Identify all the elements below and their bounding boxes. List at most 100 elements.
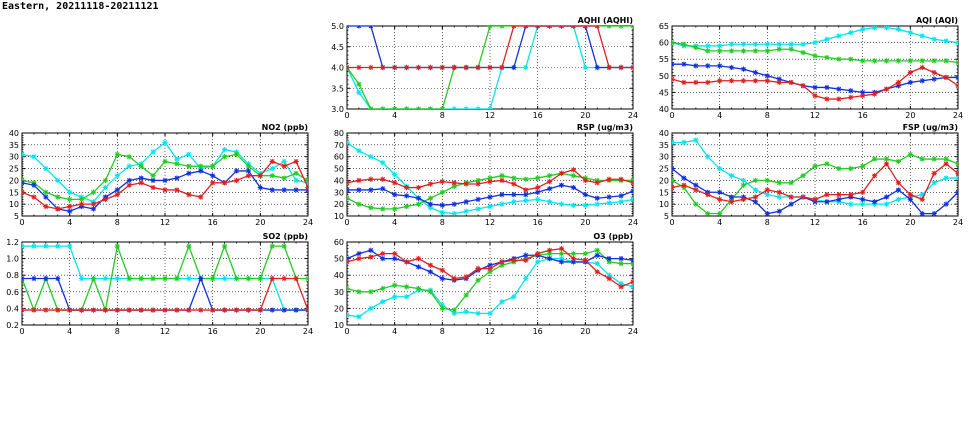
y-tick-label: 65 [659,22,669,31]
data-point [752,41,759,47]
data-point [764,73,770,79]
data-point [955,74,958,81]
data-point [800,173,806,179]
data-point [630,257,633,263]
data-point [895,79,902,86]
series-green [672,40,958,66]
data-point [293,177,299,184]
y-tick-label: 25 [659,165,669,174]
data-point [535,189,541,195]
data-point [752,177,759,184]
x-tick-label: 12 [485,327,495,336]
data-point [499,299,505,305]
data-point [78,275,85,282]
data-point [618,256,624,262]
data-point [582,202,588,208]
data-point [186,307,192,313]
data-point [427,64,434,71]
data-point [221,243,228,249]
data-point [907,192,913,198]
data-point [114,192,120,198]
x-tick-label: 12 [160,218,170,227]
data-point [907,151,913,157]
x-tick-label: 8 [115,327,120,336]
data-point [582,257,588,263]
data-point [535,251,541,257]
data-point [895,180,902,186]
data-point [812,196,818,202]
data-point [860,26,866,32]
x-tick-label: 12 [160,327,170,336]
data-point [570,251,577,257]
data-point [233,177,240,184]
x-tick-label: 8 [440,327,445,336]
data-point [22,151,25,157]
data-point [672,76,675,82]
y-tick-label: 80 [334,129,344,138]
data-point [245,168,252,174]
data-point [347,259,350,265]
data-point [523,252,529,258]
data-point [499,262,505,268]
data-point [126,154,132,160]
chart-title: NO2 (ppb) [262,123,308,132]
data-point [499,26,505,29]
data-point [269,243,275,249]
data-point [475,181,481,187]
data-point [824,192,830,198]
data-point [380,285,386,292]
data-point [836,192,842,198]
data-point [511,181,517,187]
data-point [463,199,469,205]
x-tick-label: 8 [440,218,445,227]
data-point [233,307,240,313]
series-cyan [672,26,958,49]
data-point [895,26,902,32]
x-tick-label: 24 [628,218,638,227]
data-point [198,168,204,174]
y-tick-label: 5 [14,212,19,221]
series-green [22,151,308,202]
data-point [380,106,386,109]
data-point [955,40,958,46]
data-point [836,165,842,172]
data-point [752,199,759,205]
series-red [347,246,633,290]
data-point [427,269,434,275]
data-point [728,173,735,179]
data-point [836,196,842,202]
y-tick-label: 50 [334,255,344,264]
data-point [955,59,958,66]
data-point [281,187,287,193]
data-point [776,189,782,195]
data-point [463,292,469,298]
data-point [848,165,854,172]
data-point [162,139,168,146]
data-point [138,275,144,282]
data-point [90,201,97,207]
y-tick-label: 15 [659,188,669,197]
data-point [138,307,144,313]
data-point [233,151,240,157]
data-point [931,58,937,64]
data-point [546,179,553,185]
data-point [848,192,854,198]
data-point [67,189,73,195]
data-point [594,180,600,186]
data-point [717,48,723,54]
data-point [511,257,517,263]
data-point [439,275,445,282]
data-point [356,89,362,95]
data-point [487,310,493,316]
data-point [463,181,469,187]
data-point [427,201,434,207]
y-tick-label: 50 [659,72,669,81]
data-point [392,180,398,186]
y-tick-label: 60 [334,153,344,162]
data-point [907,196,913,202]
data-point [594,201,600,207]
data-point [776,194,782,200]
data-point [150,177,156,184]
data-point [451,183,457,189]
x-tick-label: 24 [303,327,313,336]
